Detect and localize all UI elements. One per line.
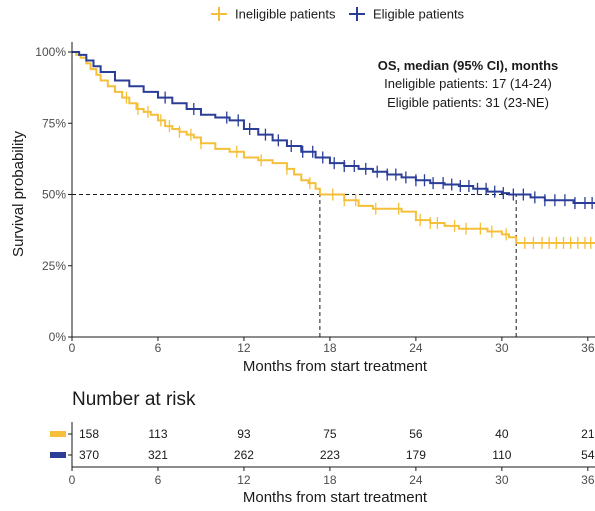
risk-x-tick-label-3: 18: [323, 473, 337, 487]
survival-curve-ineligible: [72, 51, 595, 244]
risk-value-ineligible-6: 21: [581, 427, 595, 441]
risk-value-ineligible-2: 93: [237, 427, 251, 441]
risk-value-eligible-5: 110: [492, 448, 511, 462]
risk-x-tick-label-6: 36: [581, 473, 595, 487]
risk-value-eligible-4: 179: [406, 448, 426, 462]
risk-x-tick-label-0: 0: [69, 473, 76, 487]
y-tick-label-3: 75%: [42, 116, 66, 130]
x-tick-label-1: 6: [155, 341, 162, 355]
x-tick-label-3: 18: [323, 341, 337, 355]
y-tick-labels: 0% 25% 50% 75% 100%: [35, 45, 72, 344]
risk-x-tick-labels: 0 6 12 18 24 30 36: [69, 467, 595, 487]
risk-value-eligible-6: 54: [581, 448, 595, 462]
y-axis-title: Survival probability: [10, 131, 27, 257]
legend: Ineligible patients Eligible patients: [211, 7, 465, 22]
risk-value-ineligible-4: 56: [409, 427, 423, 441]
risk-x-tick-label-5: 30: [495, 473, 509, 487]
plot-axes: [71, 42, 595, 338]
risk-value-eligible-3: 223: [320, 448, 340, 462]
risk-table-title: Number at risk: [72, 389, 196, 410]
annotation-line-ineligible: Ineligible patients: 17 (14-24): [384, 76, 552, 91]
censor-marks: [125, 91, 593, 249]
survival-curves: [72, 51, 595, 244]
risk-value-ineligible-5: 40: [495, 427, 509, 441]
y-tick-label-0: 0%: [49, 330, 67, 344]
risk-value-eligible-2: 262: [234, 448, 254, 462]
x-tick-label-6: 36: [581, 341, 595, 355]
x-axis-title: Months from start treatment: [243, 358, 428, 375]
y-tick-label-2: 50%: [42, 188, 66, 202]
risk-row-key-ineligible: [50, 431, 66, 437]
y-tick-label-1: 25%: [42, 259, 66, 273]
x-tick-label-5: 30: [495, 341, 509, 355]
risk-value-eligible-0: 370: [79, 448, 99, 462]
x-tick-label-2: 12: [237, 341, 251, 355]
risk-numbers: 158 113 93 75 56 40 21 370 321 262 223 179 110 54: [79, 427, 595, 462]
risk-row-key-eligible: [50, 452, 66, 458]
annotation-line-eligible: Eligible patients: 31 (23-NE): [387, 95, 549, 110]
median-reference-lines: [72, 194, 517, 337]
x-tick-labels: 0 6 12 18 24 30 36: [69, 337, 595, 355]
risk-x-tick-label-1: 6: [155, 473, 162, 487]
risk-value-ineligible-0: 158: [79, 427, 99, 441]
risk-x-tick-label-4: 24: [409, 473, 423, 487]
legend-label-eligible: Eligible patients: [373, 7, 465, 22]
survival-curve-eligible: [72, 51, 595, 205]
risk-row-keys: [50, 431, 72, 458]
risk-x-axis-title: Months from start treatment: [243, 489, 428, 506]
x-tick-label-4: 24: [409, 341, 423, 355]
y-tick-label-4: 100%: [35, 45, 66, 59]
survival-plot: 0% 25% 50% 75% 100% 0 6 12 18 24 30 36 Survival pr…: [10, 42, 595, 375]
risk-value-ineligible-1: 113: [148, 427, 167, 441]
risk-x-tick-label-2: 12: [237, 473, 251, 487]
legend-label-ineligible: Ineligible patients: [235, 7, 336, 22]
risk-value-eligible-1: 321: [148, 448, 168, 462]
annotation-title: OS, median (95% CI), months: [378, 58, 559, 73]
x-tick-label-0: 0: [69, 341, 76, 355]
risk-value-ineligible-3: 75: [323, 427, 337, 441]
risk-table: Number at risk 158 113 93 75 56 40 21 370 321 262…: [50, 389, 595, 506]
median-os-annotation: OS, median (95% CI), months Ineligible p…: [378, 58, 559, 110]
